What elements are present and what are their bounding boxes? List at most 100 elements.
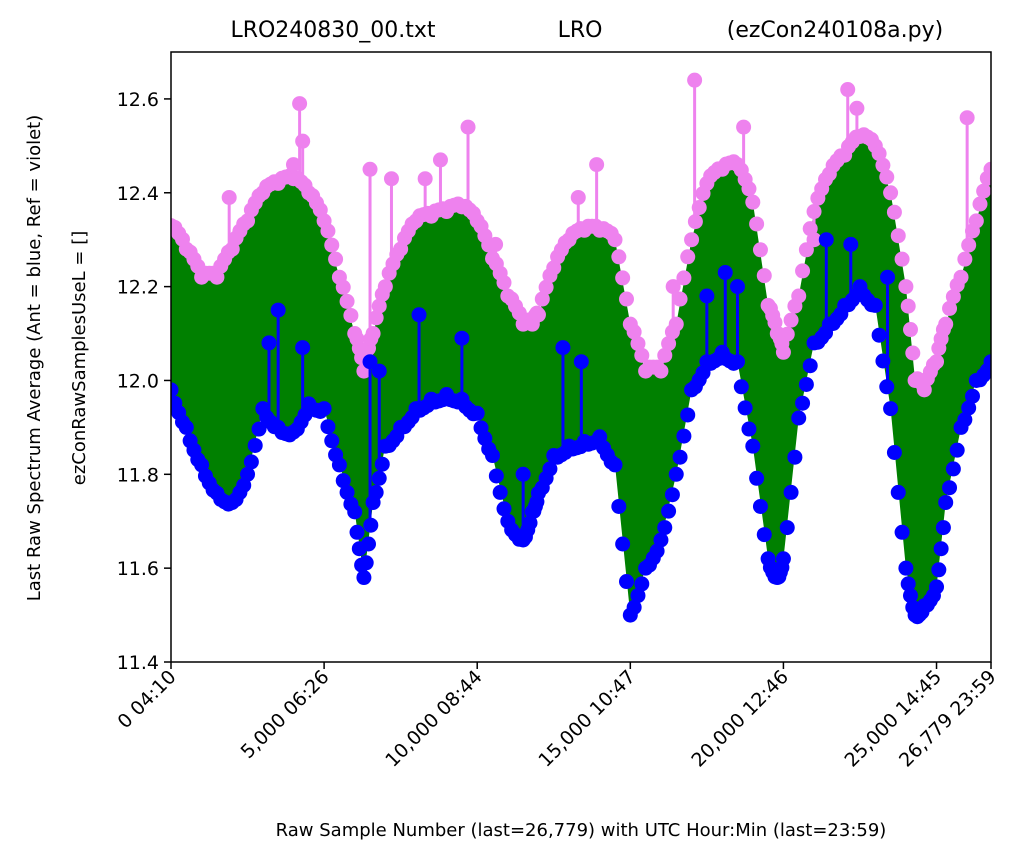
ant-marker <box>871 327 887 343</box>
ant-spike-point <box>295 340 311 356</box>
ant-point <box>347 504 363 520</box>
ant-marker <box>251 421 267 437</box>
ant-spike-point <box>362 354 378 370</box>
ref-spike-point <box>362 161 378 177</box>
ant-marker <box>320 419 336 435</box>
y-tick-label: 11.4 <box>117 652 159 674</box>
ref-spike-point <box>687 72 703 88</box>
ref-spike-point <box>488 236 504 252</box>
ant-marker <box>371 470 387 486</box>
ref-point <box>883 185 899 201</box>
ant-marker <box>626 599 642 615</box>
ref-point <box>668 316 684 332</box>
ref-marker <box>626 324 642 340</box>
ant-marker <box>361 536 377 552</box>
ant-marker <box>783 484 799 500</box>
ant-marker <box>672 449 688 465</box>
ref-point <box>968 213 984 229</box>
ref-marker <box>894 251 910 267</box>
ref-marker <box>320 223 336 239</box>
ant-point <box>883 401 899 417</box>
x-tick-label: 10,000 08:44 <box>381 666 487 772</box>
ant-marker <box>802 358 818 374</box>
ant-spike-point <box>261 335 277 351</box>
ant-marker <box>657 520 673 536</box>
ant-spike-point <box>573 354 589 370</box>
ant-marker <box>949 442 965 458</box>
ref-point <box>377 279 393 295</box>
ant-marker <box>335 473 351 489</box>
ref-marker <box>942 300 958 316</box>
y-tick-label: 12.4 <box>117 183 159 205</box>
ant-spike-point <box>270 302 286 318</box>
ref-spike-point <box>383 171 399 187</box>
ant-marker <box>661 503 677 519</box>
x-tick-label: 15,000 10:47 <box>534 666 640 772</box>
ref-point <box>938 316 954 332</box>
ref-point <box>607 232 623 248</box>
ant-marker <box>488 468 504 484</box>
ant-spike-point <box>843 236 859 252</box>
y-tick-label: 11.8 <box>117 464 159 486</box>
ref-marker <box>680 249 696 265</box>
y-axis-label-inner: ezConRawSamplesUseL = [] <box>69 231 90 485</box>
ant-marker <box>795 395 811 411</box>
ref-point <box>745 194 761 210</box>
ant-marker <box>957 412 973 428</box>
ant-marker <box>618 574 634 590</box>
ant-marker <box>374 456 390 472</box>
plot-area <box>171 72 991 625</box>
ref-spike-point <box>285 157 301 173</box>
ref-spike-point <box>665 279 681 295</box>
ant-point <box>938 494 954 510</box>
ref-spike-point <box>589 157 605 173</box>
ref-point <box>365 326 381 342</box>
ant-marker <box>680 407 696 423</box>
ant-point <box>469 405 485 421</box>
ref-marker <box>875 157 891 173</box>
ref-marker <box>795 263 811 279</box>
ref-marker <box>879 169 895 185</box>
ant-spike-point <box>555 340 571 356</box>
chart-title-left: LRO240830_00.txt <box>230 18 435 43</box>
ant-marker <box>339 484 355 500</box>
ant-point <box>331 457 347 473</box>
plot-content <box>171 72 991 625</box>
ref-marker <box>957 251 973 267</box>
ant-marker <box>496 501 512 517</box>
ref-point <box>653 363 669 379</box>
ant-point <box>745 438 761 454</box>
ref-spike-point <box>460 119 476 135</box>
ant-marker <box>615 536 631 552</box>
ref-point <box>791 288 807 304</box>
ant-marker <box>798 376 814 392</box>
ref-marker <box>783 312 799 328</box>
x-tick-label: 25,000 14:45 <box>841 666 947 772</box>
ant-marker <box>886 445 902 460</box>
ant-marker <box>894 524 910 540</box>
ant-spike-point <box>454 330 470 346</box>
ref-marker <box>335 279 351 295</box>
ant-spike-point <box>729 279 745 295</box>
ant-spikes <box>261 232 896 540</box>
ant-point <box>653 532 669 548</box>
ref-marker <box>371 298 387 314</box>
ant-point <box>240 466 256 482</box>
ref-marker <box>749 216 765 232</box>
ant-spike-point <box>818 232 834 248</box>
ref-point <box>684 232 700 248</box>
ant-marker <box>942 480 958 496</box>
ant-marker <box>961 400 977 416</box>
chart-title-right: (ezCon240108a.py) <box>727 18 943 43</box>
ant-marker <box>737 400 753 416</box>
ref-marker <box>676 270 692 286</box>
ref-marker <box>972 196 988 212</box>
ref-marker <box>634 347 650 363</box>
ant-spike-point <box>411 307 427 323</box>
ant-point <box>898 560 914 576</box>
ref-marker <box>890 228 906 244</box>
y-tick-label: 11.6 <box>117 558 159 580</box>
ant-point <box>775 551 791 567</box>
ant-spike-point <box>717 265 733 281</box>
